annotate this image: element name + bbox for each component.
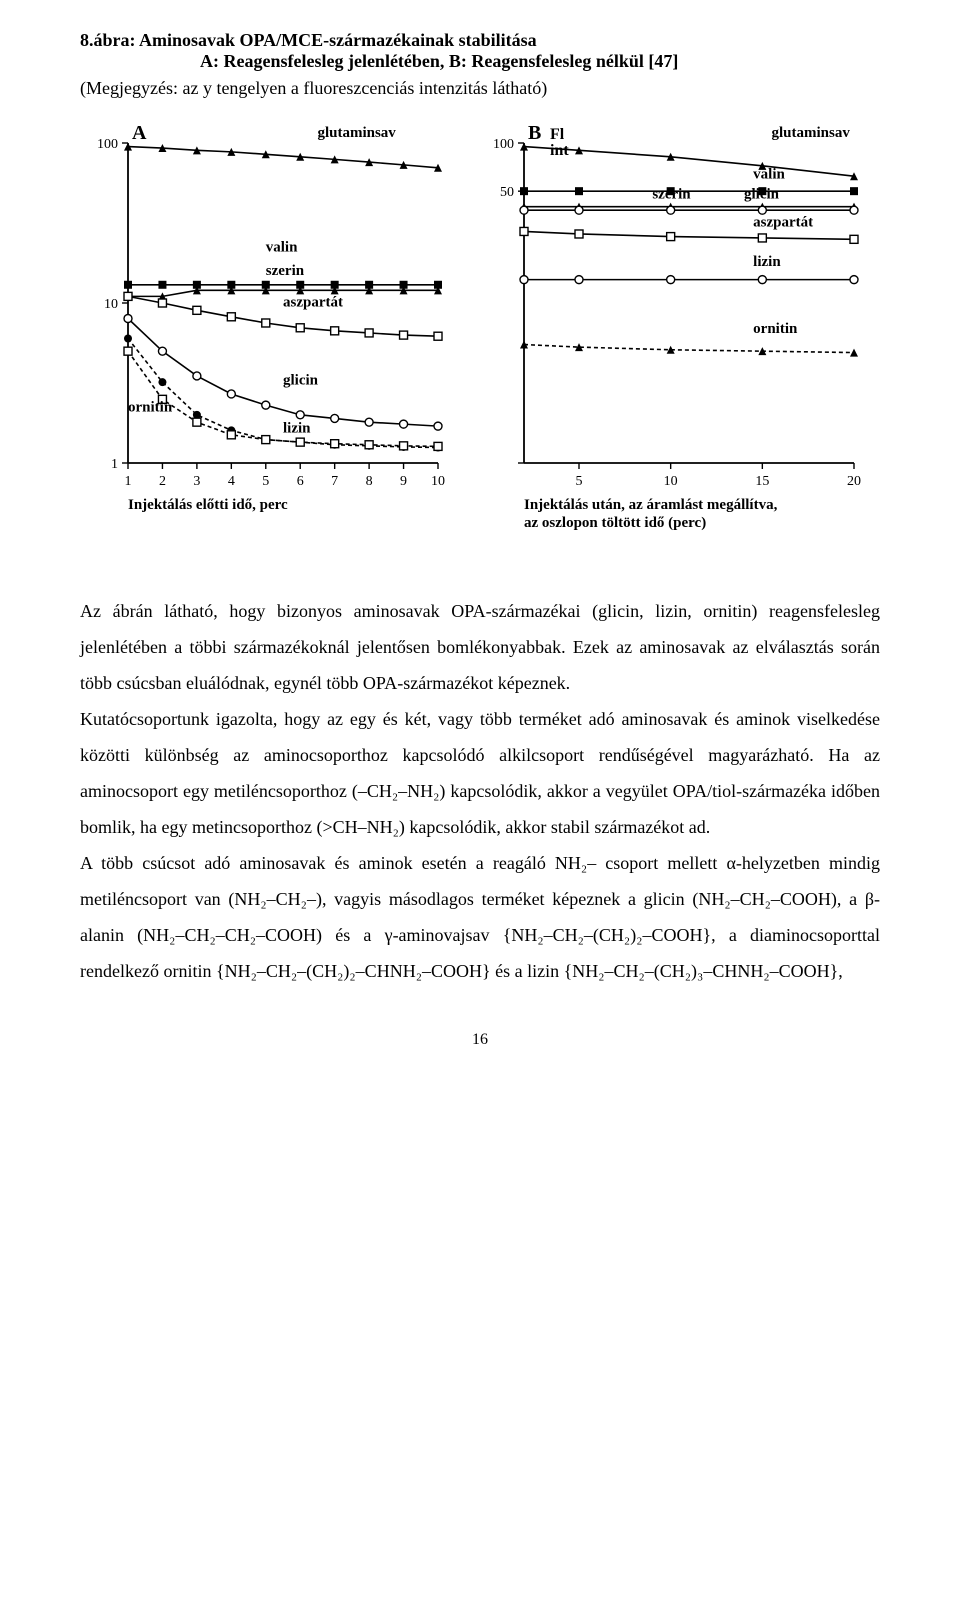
caption-note: (Megjegyzés: az y tengelyen a fluoreszce…	[80, 78, 880, 99]
svg-text:5: 5	[576, 474, 583, 489]
svg-text:glicin: glicin	[283, 372, 319, 388]
svg-text:5: 5	[262, 474, 269, 489]
svg-text:aszpartát: aszpartát	[283, 295, 343, 311]
chart-panel-b: 5 10 15 20 50 100 B Flint glutaminsav valin szerin…	[478, 119, 878, 559]
svg-text:lizin: lizin	[753, 254, 781, 270]
svg-text:aszpartát: aszpartát	[753, 215, 813, 231]
figure-panels: 1 2 3 4 5 6 7 8 9 10 1 10 100 Aglutaminsav valin szerin…	[80, 119, 880, 559]
chart-b-svg: 5 10 15 20 50 100 B Flint glutaminsav valin szerin…	[478, 119, 878, 559]
caption-line-1: 8.ábra: Aminosavak OPA/MCE-származékaina…	[80, 30, 880, 51]
svg-text:valin: valin	[266, 239, 298, 255]
svg-text:az oszlopon töltött idő (perc): az oszlopon töltött idő (perc)	[524, 515, 706, 531]
body-text: Az ábrán látható, hogy bizonyos aminosav…	[80, 593, 880, 989]
svg-text:B: B	[528, 122, 541, 144]
page-number: 16	[80, 1031, 880, 1049]
svg-text:Injektálás előtti idő, perc: Injektálás előtti idő, perc	[128, 497, 288, 513]
svg-text:10: 10	[431, 474, 445, 489]
svg-text:Fl: Fl	[550, 126, 565, 143]
svg-text:glicin: glicin	[744, 186, 780, 202]
svg-text:4: 4	[228, 474, 235, 489]
svg-text:glutaminsav: glutaminsav	[317, 125, 396, 141]
svg-text:6: 6	[297, 474, 304, 489]
svg-text:2: 2	[159, 474, 166, 489]
chart-a-svg: 1 2 3 4 5 6 7 8 9 10 1 10 100 Aglutaminsav valin szerin…	[82, 119, 462, 539]
figure-caption: 8.ábra: Aminosavak OPA/MCE-származékaina…	[80, 30, 880, 72]
svg-text:glutaminsav: glutaminsav	[772, 125, 851, 141]
svg-text:50: 50	[500, 185, 514, 200]
paragraph: Kutatócsoportunk igazolta, hogy az egy é…	[80, 701, 880, 845]
paragraph: Az ábrán látható, hogy bizonyos aminosav…	[80, 593, 880, 701]
svg-text:szerin: szerin	[266, 263, 305, 279]
svg-text:1: 1	[111, 457, 118, 472]
svg-text:7: 7	[331, 474, 338, 489]
svg-text:ornitin: ornitin	[128, 399, 173, 415]
svg-text:9: 9	[400, 474, 407, 489]
svg-text:szerin: szerin	[652, 186, 691, 202]
svg-text:lizin: lizin	[283, 421, 311, 437]
svg-text:Injektálás után, az áramlást m: Injektálás után, az áramlást megállítva,	[524, 497, 778, 513]
svg-text:15: 15	[755, 474, 769, 489]
svg-text:1: 1	[125, 474, 132, 489]
svg-text:10: 10	[104, 297, 118, 312]
svg-text:100: 100	[493, 137, 514, 152]
svg-text:20: 20	[847, 474, 861, 489]
svg-text:8: 8	[366, 474, 373, 489]
svg-text:valin: valin	[753, 166, 785, 182]
svg-text:A: A	[132, 122, 147, 144]
svg-text:3: 3	[193, 474, 200, 489]
svg-text:ornitin: ornitin	[753, 321, 798, 337]
paragraph: A több csúcsot adó aminosavak és aminok …	[80, 845, 880, 989]
svg-text:int: int	[550, 142, 569, 159]
svg-text:10: 10	[664, 474, 678, 489]
chart-panel-a: 1 2 3 4 5 6 7 8 9 10 1 10 100 Aglutaminsav valin szerin…	[82, 119, 462, 559]
caption-line-2: A: Reagensfelesleg jelenlétében, B: Reag…	[200, 51, 880, 72]
svg-text:100: 100	[97, 137, 118, 152]
